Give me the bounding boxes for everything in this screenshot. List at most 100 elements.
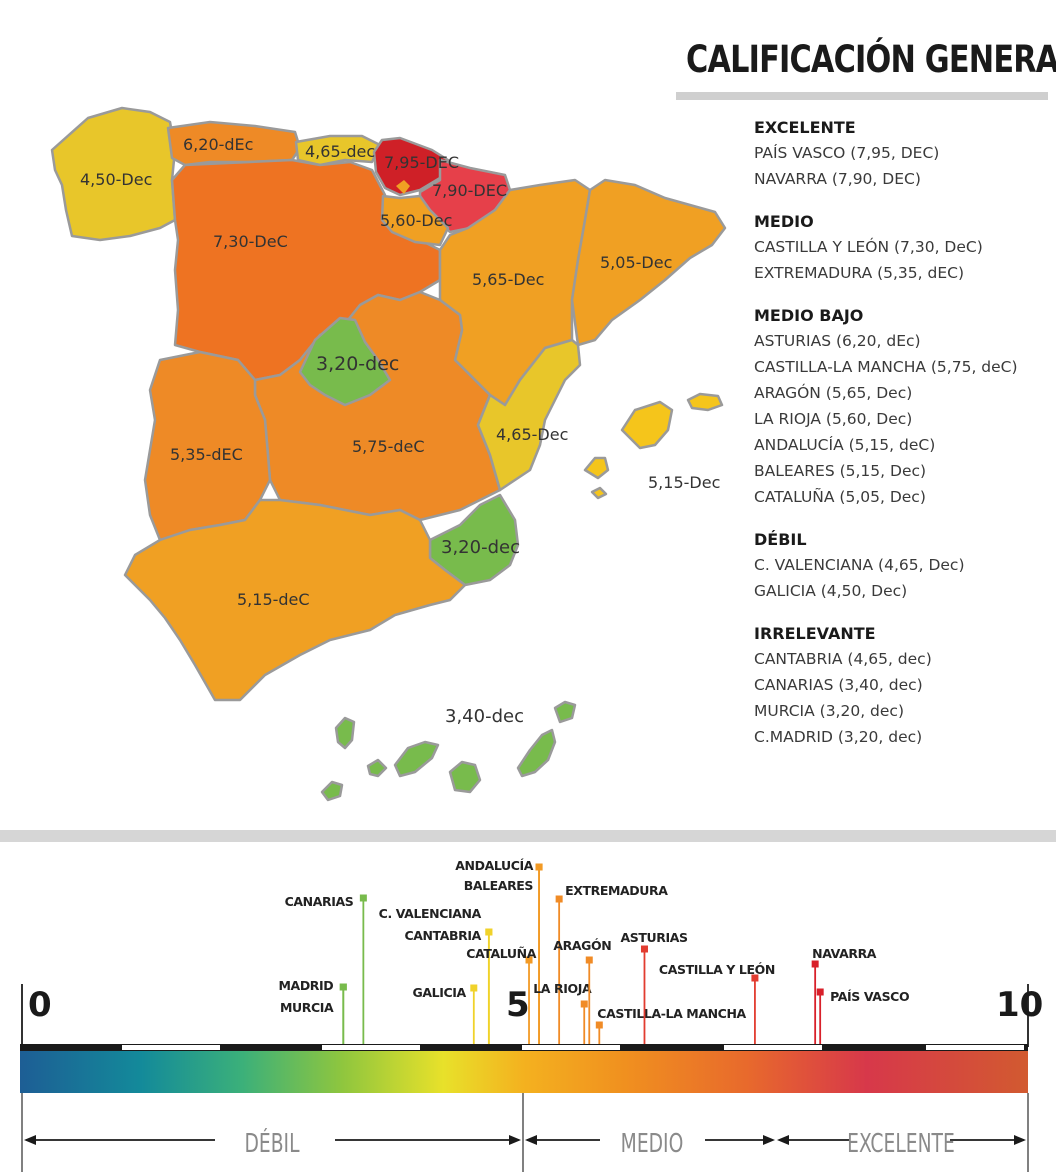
scale-marker-label: CATALUÑA xyxy=(466,946,536,961)
label-pais-vasco: 7,95-DEC xyxy=(384,153,459,172)
legend-item: ASTURIAS (6,20, dEc) xyxy=(754,332,921,350)
scale-marker-point xyxy=(339,983,347,991)
band-label-excelente: EXCELENTE xyxy=(847,1129,955,1159)
scale-marker-label: ASTURIAS xyxy=(620,930,688,945)
scale-marker-label: BALEARES xyxy=(464,878,534,893)
band-label-debil: DÉBIL xyxy=(244,1127,299,1159)
label-cataluna: 5,05-Dec xyxy=(600,253,672,272)
region-canarias-lanzarote[interactable] xyxy=(553,700,577,724)
region-andalucia[interactable] xyxy=(123,498,467,702)
label-aragon: 5,65-Dec xyxy=(472,270,544,289)
page-title: CALIFICACIÓN GENERAL xyxy=(686,38,1056,81)
scale-marker-label: C. VALENCIANA xyxy=(379,906,482,921)
legend-item: BALEARES (5,15, Dec) xyxy=(754,462,927,480)
scale-marker-label: ANDALUCÍA xyxy=(455,858,533,873)
label-cantabria: 4,65-dec xyxy=(305,142,375,161)
scale-marker-point xyxy=(816,988,824,996)
section-divider xyxy=(0,830,1056,842)
treviño-enclave xyxy=(396,180,410,194)
scale-marker-point xyxy=(470,984,478,992)
spain-map: 4,50-Dec 6,20-dEc 4,65-dec 7,95-DEC 7,90… xyxy=(50,106,727,802)
scale-marker-label: NAVARRA xyxy=(812,946,877,961)
scale-marker-point xyxy=(811,960,819,968)
region-madrid[interactable] xyxy=(298,316,392,407)
scale-mid-label: 5 xyxy=(506,985,530,1025)
region-baleares-menorca[interactable] xyxy=(686,392,724,412)
region-canarias-fuerteventura[interactable] xyxy=(516,728,557,778)
legend-item: NAVARRA (7,90, DEC) xyxy=(754,170,921,188)
rating-scale: 0 5 10 MADRID MURCIA CANARIAS GALICIA C. VAL… xyxy=(20,858,1043,1172)
title-underline xyxy=(676,92,1048,100)
label-murcia: 3,20-dec xyxy=(441,537,520,558)
band-arrowheads xyxy=(24,1135,1026,1145)
legend-item: PAÍS VASCO (7,95, DEC) xyxy=(754,144,940,162)
legend-item: GALICIA (4,50, Dec) xyxy=(754,582,908,600)
region-canarias-gomera[interactable] xyxy=(366,758,388,778)
legend-group-medio: MEDIO CASTILLA Y LEÓN (7,30, DeC) EXTREM… xyxy=(754,210,1054,286)
legend-item: CANARIAS (3,40, dec) xyxy=(754,676,923,694)
scale-marker-label: LA RIOJA xyxy=(533,981,592,996)
legend-item: CATALUÑA (5,05, Dec) xyxy=(754,488,926,506)
legend-item: CASTILLA Y LEÓN (7,30, DeC) xyxy=(754,238,983,256)
scale-marker-point xyxy=(640,945,648,953)
legend-item: CASTILLA-LA MANCHA (5,75, deC) xyxy=(754,358,1018,376)
label-baleares: 5,15-Dec xyxy=(648,473,720,492)
scale-marker-label: CANARIAS xyxy=(285,894,354,909)
scale-marker-point xyxy=(525,956,533,964)
region-galicia[interactable] xyxy=(50,106,177,242)
legend-item: C.MADRID (3,20, dec) xyxy=(754,728,923,746)
scale-gradient-bar xyxy=(20,1051,1028,1093)
region-canarias-tenerife[interactable] xyxy=(393,740,440,778)
scale-max-label: 10 xyxy=(996,985,1043,1025)
scale-marker-point xyxy=(585,956,593,964)
scale-marker-label: MADRID xyxy=(279,978,334,993)
scale-marker-point xyxy=(580,1000,588,1008)
region-cataluna[interactable] xyxy=(570,178,727,347)
legend-item: CANTABRIA (4,65, dec) xyxy=(754,650,932,668)
legend-group-debil: DÉBIL C. VALENCIANA (4,65, Dec) GALICIA … xyxy=(754,528,1054,604)
label-madrid: 3,20-dec xyxy=(316,353,399,375)
region-valencia[interactable] xyxy=(476,338,582,492)
label-canarias: 3,40-dec xyxy=(445,706,524,727)
region-la-rioja[interactable] xyxy=(380,194,450,247)
scale-marker-point xyxy=(555,895,563,903)
region-baleares-mallorca[interactable] xyxy=(620,400,674,450)
legend-group-irrelevante: IRRELEVANTE CANTABRIA (4,65, dec) CANARI… xyxy=(754,622,1054,750)
scale-marker-label: CANTABRIA xyxy=(404,928,481,943)
legend-item: EXTREMADURA (5,35, dEC) xyxy=(754,264,965,282)
label-extremadura: 5,35-dEC xyxy=(170,445,243,464)
legend-group-title: DÉBIL xyxy=(754,530,807,549)
scale-min-label: 0 xyxy=(28,985,52,1025)
legend-group-title: MEDIO BAJO xyxy=(754,306,864,325)
scale-marker-label: PAÍS VASCO xyxy=(830,989,909,1004)
legend-group-title: MEDIO xyxy=(754,212,814,231)
region-baleares-ibiza[interactable] xyxy=(583,456,610,480)
legend-item: MURCIA (3,20, dec) xyxy=(754,702,904,720)
legend-group-title: EXCELENTE xyxy=(754,118,856,137)
scale-marker-point xyxy=(751,974,759,982)
scale-marker-point xyxy=(595,1021,603,1029)
scale-marker-label: ARAGÓN xyxy=(553,938,611,953)
scale-marker-label: GALICIA xyxy=(413,985,467,1000)
region-canarias-la-palma[interactable] xyxy=(334,716,356,750)
label-andalucia: 5,15-deC xyxy=(237,590,310,609)
rating-legend: EXCELENTE PAÍS VASCO (7,95, DEC) NAVARRA… xyxy=(754,116,1054,768)
region-canarias-gran-canaria[interactable] xyxy=(448,760,482,794)
legend-group-title: IRRELEVANTE xyxy=(754,624,876,643)
scale-marker-label: MURCIA xyxy=(280,1000,334,1015)
region-canarias-hierro[interactable] xyxy=(320,780,344,802)
scale-markers: MADRID MURCIA CANARIAS GALICIA C. VALENCIANA… xyxy=(279,858,910,1044)
legend-group-excelente: EXCELENTE PAÍS VASCO (7,95, DEC) NAVARRA… xyxy=(754,116,1054,192)
scale-marker-label: CASTILLA Y LEÓN xyxy=(659,962,775,977)
legend-item: C. VALENCIANA (4,65, Dec) xyxy=(754,556,965,574)
label-navarra: 7,90-DEC xyxy=(432,181,507,200)
label-asturias: 6,20-dEc xyxy=(183,135,253,154)
scale-rail-gaps xyxy=(122,1045,1024,1050)
scale-marker-label: EXTREMADURA xyxy=(565,883,668,898)
band-label-medio: MEDIO xyxy=(621,1129,684,1159)
legend-item: LA RIOJA (5,60, Dec) xyxy=(754,410,913,428)
legend-item: ANDALUCÍA (5,15, deC) xyxy=(754,436,936,454)
region-baleares-formentera[interactable] xyxy=(590,486,608,500)
label-galicia: 4,50-Dec xyxy=(80,170,152,189)
label-castilla-leon: 7,30-DeC xyxy=(213,232,288,251)
